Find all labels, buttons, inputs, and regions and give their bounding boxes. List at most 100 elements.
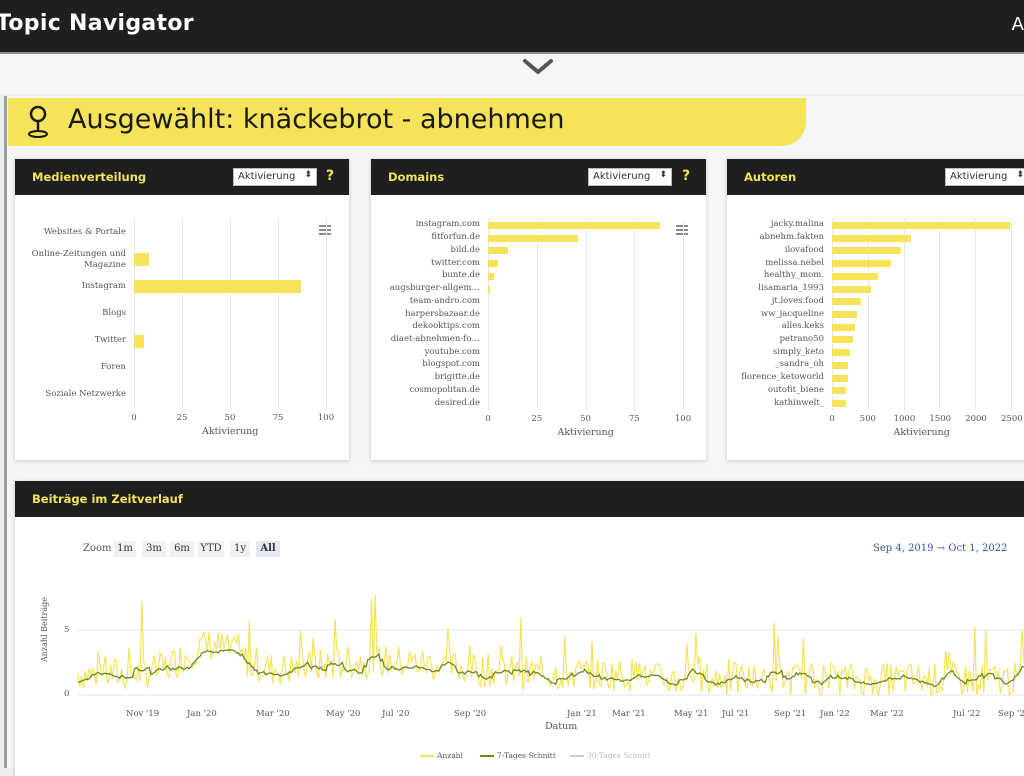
user-menu[interactable]: A xyxy=(1011,14,1024,35)
zoom-6m-button[interactable]: 6m xyxy=(170,541,194,557)
grid-line xyxy=(326,219,327,409)
category-label: Twitter xyxy=(94,335,126,346)
x-tick-label: May '21 xyxy=(674,709,709,719)
category-label: jt.loves.food xyxy=(771,295,824,306)
legend-swatch xyxy=(570,755,584,757)
x-tick-label: 75 xyxy=(628,414,640,424)
zoom-all-button[interactable]: All xyxy=(256,541,280,557)
zoom-1m-button[interactable]: 1m xyxy=(114,541,136,557)
data-bar[interactable] xyxy=(832,349,850,357)
legend-7-day[interactable]: 7-Tages Schnitt xyxy=(480,751,556,760)
dropdown-value: Aktivierung xyxy=(950,171,1008,182)
legend-label: Anzahl xyxy=(437,751,463,760)
x-tick-label: Mar '22 xyxy=(870,709,904,719)
metric-dropdown[interactable]: Aktivierung ⬍ xyxy=(233,168,317,186)
dropdown-value: Aktivierung xyxy=(238,171,296,182)
category-label: dekooktips.com xyxy=(412,321,480,332)
data-bar[interactable] xyxy=(832,400,846,408)
category-label: outofit_biene xyxy=(767,384,824,395)
legend-anzahl[interactable]: Anzahl xyxy=(420,751,463,760)
x-tick-label: Mar '20 xyxy=(256,709,290,719)
x-tick-label: Jan '21 xyxy=(567,709,597,719)
card-title: Autoren xyxy=(744,170,797,184)
data-bar[interactable] xyxy=(134,253,150,267)
x-tick-label: 1500 xyxy=(929,414,952,424)
category-label: blogspot.com xyxy=(422,359,480,370)
category-label: lisamaria_1993 xyxy=(758,283,824,294)
series-7-day-average[interactable] xyxy=(77,649,1024,688)
category-label: cosmopolitan.de xyxy=(409,384,480,395)
selection-banner xyxy=(8,98,806,146)
updown-icon: ⬍ xyxy=(659,170,667,180)
category-label: healthy_mom. xyxy=(763,270,824,281)
data-bar[interactable] xyxy=(832,272,878,280)
data-bar[interactable] xyxy=(134,280,302,294)
x-tick-label: Jan '22 xyxy=(820,709,850,719)
grid-line xyxy=(182,219,183,409)
x-tick-label: 100 xyxy=(674,414,692,424)
card-header: Beiträge im Zeitverlauf xyxy=(15,481,1024,517)
data-bar[interactable] xyxy=(832,361,849,369)
data-bar[interactable] xyxy=(832,260,891,268)
date-range-input[interactable]: Sep 4, 2019 → Oct 1, 2022 xyxy=(873,543,1008,554)
grid-line xyxy=(488,219,489,410)
legend-swatch xyxy=(480,755,494,757)
data-bar[interactable] xyxy=(832,298,861,306)
help-icon[interactable]: ? xyxy=(682,168,691,184)
zoom-1y-button[interactable]: 1y xyxy=(230,541,250,557)
grid-line xyxy=(975,219,977,410)
chart-menu-icon[interactable] xyxy=(676,225,688,236)
x-tick-label: Nov '19 xyxy=(126,709,160,719)
category-label: instagram.com xyxy=(415,219,480,230)
x-tick-label: Sep '21 xyxy=(774,709,807,719)
legend-30-day[interactable]: 30-Tages Schnitt xyxy=(570,751,651,760)
metric-dropdown[interactable]: Aktivierung ⬍ xyxy=(945,168,1024,186)
timeline-chart xyxy=(77,594,1024,698)
category-label: Foren xyxy=(100,362,126,373)
zoom-3m-button[interactable]: 3m xyxy=(142,541,166,557)
data-bar[interactable] xyxy=(832,247,901,255)
series-anzahl[interactable] xyxy=(77,594,1024,698)
data-bar[interactable] xyxy=(488,260,498,268)
category-label: twitter.com xyxy=(430,257,480,268)
data-bar[interactable] xyxy=(488,234,578,242)
category-label: _sandra_oh xyxy=(775,359,824,370)
category-label: Websites & Portale xyxy=(43,226,126,237)
data-bar[interactable] xyxy=(832,323,855,331)
card-header: Autoren Aktivierung ⬍ xyxy=(727,159,1024,195)
grid-line xyxy=(939,219,941,410)
data-bar[interactable] xyxy=(832,310,858,318)
x-tick-label: 0 xyxy=(131,413,137,423)
x-tick-label: Jul '22 xyxy=(953,709,981,719)
domains-card: Domains Aktivierung ⬍ ? 0 25 50 75 100 instagr… xyxy=(371,159,706,460)
help-icon[interactable]: ? xyxy=(326,168,335,184)
data-bar[interactable] xyxy=(488,221,660,229)
x-tick-label: 0 xyxy=(829,414,835,424)
zoom-ytd-button[interactable]: YTD xyxy=(198,541,224,557)
card-title: Domains xyxy=(388,170,445,184)
data-bar[interactable] xyxy=(832,336,854,344)
category-label: petrano50 xyxy=(779,333,824,344)
data-bar[interactable] xyxy=(832,387,847,395)
data-bar[interactable] xyxy=(134,334,144,348)
card-header: Domains Aktivierung ⬍ ? xyxy=(371,159,706,195)
data-bar[interactable] xyxy=(488,272,494,280)
data-bar[interactable] xyxy=(832,374,848,382)
data-bar[interactable] xyxy=(488,285,490,293)
data-bar[interactable] xyxy=(832,221,1010,229)
data-bar[interactable] xyxy=(488,247,508,255)
category-label: bild.de xyxy=(450,244,481,255)
grid-line xyxy=(585,219,587,410)
top-bar: Topic Navigator A xyxy=(0,0,1024,54)
metric-dropdown[interactable]: Aktivierung ⬍ xyxy=(588,168,672,186)
category-label: Soziale Netzwerke xyxy=(45,389,126,400)
chart-menu-icon[interactable] xyxy=(319,225,331,236)
chevron-down-icon[interactable] xyxy=(522,58,554,76)
data-bar[interactable] xyxy=(832,234,911,242)
updown-icon: ⬍ xyxy=(1016,170,1024,180)
category-label: diaet-abnehmen-fo… xyxy=(390,333,480,344)
updown-icon: ⬍ xyxy=(304,170,312,180)
category-label: Online-Zeitungen und Magazine xyxy=(31,248,126,270)
data-bar[interactable] xyxy=(832,285,871,293)
x-tick-label: Jul '20 xyxy=(382,709,410,719)
